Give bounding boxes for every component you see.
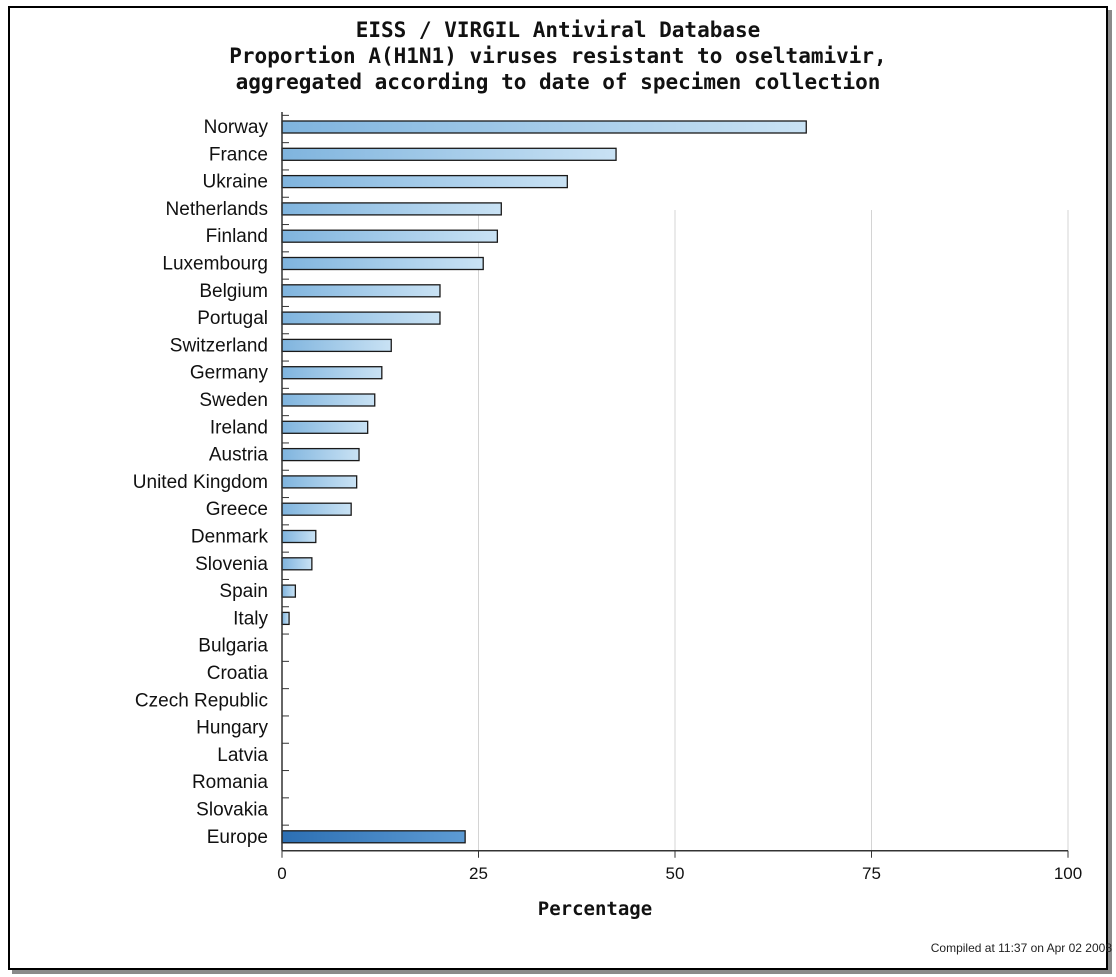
bar-germany [281, 366, 383, 380]
category-label-netherlands: Netherlands [166, 199, 268, 220]
x-tick-label-25: 25 [469, 864, 488, 883]
category-label-slovakia: Slovakia [196, 800, 268, 821]
bar-spain [281, 584, 297, 598]
category-label-bulgaria: Bulgaria [198, 636, 268, 657]
category-label-czech-republic: Czech Republic [135, 690, 268, 711]
category-label-portugal: Portugal [197, 308, 268, 329]
category-label-sweden: Sweden [199, 390, 268, 411]
chart-title-line-2: Proportion A(H1N1) viruses resistant to … [229, 44, 887, 68]
bar-united-kingdom [281, 475, 358, 489]
bar-switzerland [281, 338, 392, 353]
bar-finland [281, 229, 499, 243]
category-label-france: France [209, 144, 268, 165]
bar-netherlands [281, 202, 502, 216]
compiled-timestamp: Compiled at 11:37 on Apr 02 2008 [930, 941, 1112, 955]
x-axis-title: Percentage [538, 898, 652, 920]
bar-norway [281, 120, 807, 134]
category-label-europe: Europe [207, 827, 268, 848]
bar-sweden [281, 393, 376, 407]
category-label-latvia: Latvia [217, 745, 268, 766]
x-tick-label-50: 50 [666, 864, 685, 883]
category-label-greece: Greece [206, 499, 268, 520]
x-tick-label-100: 100 [1054, 864, 1082, 883]
chart-title-line-1: EISS / VIRGIL Antiviral Database [355, 18, 761, 42]
category-label-norway: Norway [204, 117, 269, 138]
chart-title-line-3: aggregated according to date of specimen… [235, 70, 881, 94]
category-label-slovenia: Slovenia [195, 554, 268, 575]
bar-belgium [281, 284, 441, 298]
category-label-italy: Italy [233, 608, 268, 629]
category-label-spain: Spain [219, 581, 268, 602]
chart-frame [8, 6, 1108, 970]
axes [281, 112, 1069, 858]
category-label-finland: Finland [206, 226, 268, 247]
bar-luxembourg [281, 256, 484, 271]
category-label-croatia: Croatia [207, 663, 269, 684]
category-label-romania: Romania [192, 772, 268, 793]
bar-portugal [281, 311, 441, 325]
category-label-united-kingdom: United Kingdom [133, 472, 268, 493]
category-label-germany: Germany [190, 363, 269, 384]
x-tick-label-75: 75 [862, 864, 881, 883]
bar-slovenia [281, 557, 313, 571]
bar-italy [281, 611, 290, 626]
category-label-ireland: Ireland [210, 417, 268, 438]
category-label-belgium: Belgium [199, 281, 268, 302]
x-tick-label-0: 0 [277, 864, 286, 883]
bar-ireland [281, 420, 369, 434]
category-label-switzerland: Switzerland [170, 335, 268, 356]
bars [281, 120, 807, 844]
bar-denmark [281, 529, 317, 544]
bar-greece [281, 502, 352, 516]
tick-labels: 0 25 50 75 100 [277, 864, 1082, 883]
category-label-denmark: Denmark [191, 527, 269, 548]
category-label-ukraine: Ukraine [203, 172, 268, 193]
category-label-austria: Austria [209, 445, 269, 466]
bar-ukraine [281, 174, 568, 189]
bar-austria [281, 447, 360, 462]
category-labels: Norway France Ukraine Netherlands Finland Lux… [133, 117, 269, 848]
bar-europe [281, 830, 466, 844]
grid-lines [478, 210, 1069, 851]
bar-france [281, 147, 617, 161]
category-label-hungary: Hungary [196, 718, 268, 739]
category-label-luxembourg: Luxembourg [162, 254, 268, 275]
